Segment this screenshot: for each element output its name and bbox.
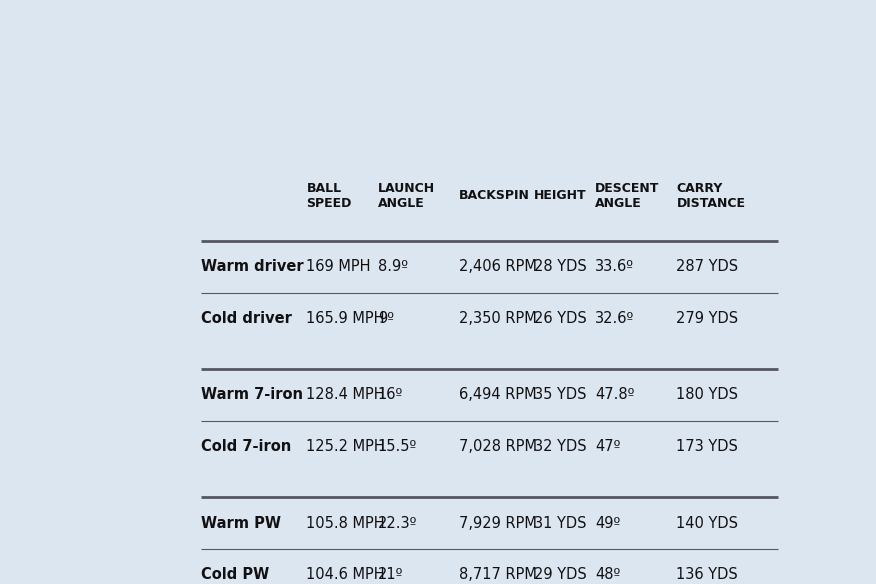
Text: 279 YDS: 279 YDS: [676, 311, 738, 326]
Text: 104.6 MPH: 104.6 MPH: [307, 567, 385, 582]
Text: 31 YDS: 31 YDS: [533, 516, 586, 531]
Text: 2,350 RPM: 2,350 RPM: [459, 311, 537, 326]
Text: 35 YDS: 35 YDS: [533, 387, 586, 402]
Text: 6,494 RPM: 6,494 RPM: [459, 387, 537, 402]
Text: Warm PW: Warm PW: [201, 516, 281, 531]
Text: 8,717 RPM: 8,717 RPM: [459, 567, 537, 582]
Text: HEIGHT: HEIGHT: [533, 189, 586, 203]
Text: 15.5º: 15.5º: [378, 439, 417, 454]
Text: Warm 7-iron: Warm 7-iron: [201, 387, 303, 402]
Text: Cold driver: Cold driver: [201, 311, 292, 326]
Text: 29 YDS: 29 YDS: [533, 567, 587, 582]
Text: 169 MPH: 169 MPH: [307, 259, 371, 274]
Text: 125.2 MPH: 125.2 MPH: [307, 439, 385, 454]
Text: 8.9º: 8.9º: [378, 259, 408, 274]
Text: BALL
SPEED: BALL SPEED: [307, 182, 352, 210]
Text: 28 YDS: 28 YDS: [533, 259, 587, 274]
Text: 47.8º: 47.8º: [595, 387, 634, 402]
Text: 7,028 RPM: 7,028 RPM: [459, 439, 537, 454]
Text: DESCENT
ANGLE: DESCENT ANGLE: [595, 182, 660, 210]
Text: Cold 7-iron: Cold 7-iron: [201, 439, 292, 454]
Text: LAUNCH
ANGLE: LAUNCH ANGLE: [378, 182, 434, 210]
Text: 7,929 RPM: 7,929 RPM: [459, 516, 537, 531]
Text: 9º: 9º: [378, 311, 394, 326]
Text: 2,406 RPM: 2,406 RPM: [459, 259, 537, 274]
Text: 22.3º: 22.3º: [378, 516, 417, 531]
Text: 47º: 47º: [595, 439, 620, 454]
Text: CARRY
DISTANCE: CARRY DISTANCE: [676, 182, 745, 210]
Text: 16º: 16º: [378, 387, 403, 402]
Text: 32 YDS: 32 YDS: [533, 439, 586, 454]
Text: 48º: 48º: [595, 567, 620, 582]
Text: 26 YDS: 26 YDS: [533, 311, 587, 326]
Text: 21º: 21º: [378, 567, 403, 582]
Text: Cold PW: Cold PW: [201, 567, 270, 582]
Text: 32.6º: 32.6º: [595, 311, 634, 326]
Text: 136 YDS: 136 YDS: [676, 567, 738, 582]
Text: 165.9 MPH: 165.9 MPH: [307, 311, 385, 326]
Text: 128.4 MPH: 128.4 MPH: [307, 387, 385, 402]
Text: BACKSPIN: BACKSPIN: [459, 189, 530, 203]
Text: Warm driver: Warm driver: [201, 259, 304, 274]
Text: 33.6º: 33.6º: [595, 259, 634, 274]
Text: 180 YDS: 180 YDS: [676, 387, 738, 402]
Text: 49º: 49º: [595, 516, 620, 531]
Text: 105.8 MPH: 105.8 MPH: [307, 516, 385, 531]
Text: 140 YDS: 140 YDS: [676, 516, 738, 531]
Text: 287 YDS: 287 YDS: [676, 259, 738, 274]
Text: 173 YDS: 173 YDS: [676, 439, 738, 454]
